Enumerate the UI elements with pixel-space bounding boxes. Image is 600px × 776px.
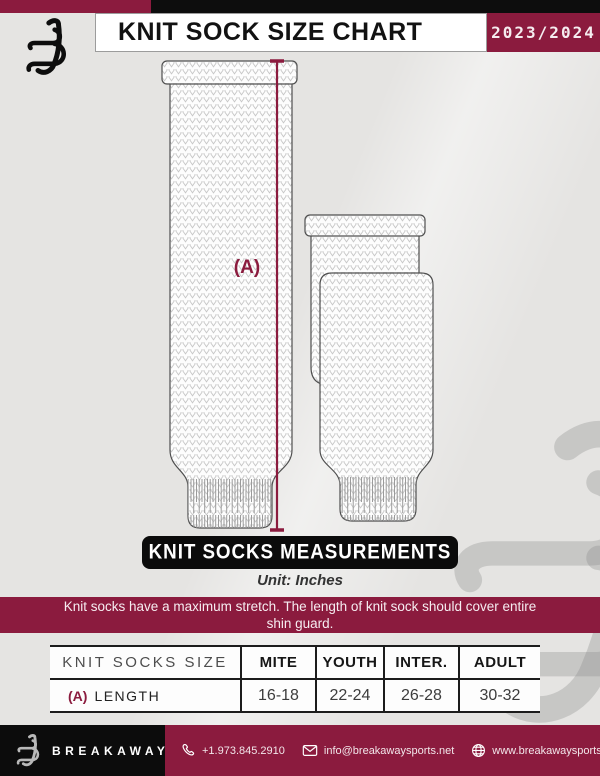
email-icon: [302, 745, 318, 756]
big-sock: [161, 60, 298, 529]
measurements-banner-text: KNIT SOCKS MEASUREMENTS: [148, 540, 452, 564]
footer: BREAKAWAY +1.973.845.2910 info@breakaway…: [0, 725, 600, 776]
email-link[interactable]: info@breakawaysports.net: [302, 744, 454, 757]
stretch-notice-text: Knit socks have a maximum stretch. The l…: [63, 599, 537, 631]
table-cell-value-inter: 26-28: [383, 680, 458, 711]
brand-name: BREAKAWAY: [52, 743, 170, 758]
table-cell-value-mite: 16-18: [240, 680, 315, 711]
globe-icon: [472, 744, 486, 757]
measurements-banner: KNIT SOCKS MEASUREMENTS: [142, 536, 458, 569]
column-header-inter: INTER.: [383, 647, 458, 680]
knit-sock-illustration: (A): [161, 59, 434, 532]
measurement-label-a: (A): [234, 257, 260, 278]
season-badge: 2023/2024: [487, 13, 600, 52]
phone-icon: [182, 743, 195, 756]
row-label-text: LENGTH: [94, 687, 161, 704]
size-table: KNIT SOCKS SIZE MITE YOUTH INTER. ADULT …: [50, 645, 540, 713]
top-accent-bar: [0, 0, 600, 13]
measurement-line-a: [270, 59, 284, 532]
column-header-youth: YOUTH: [315, 647, 383, 680]
row-key-a: (A): [68, 687, 88, 704]
page-title: KNIT SOCK SIZE CHART: [118, 18, 423, 46]
website-url: www.breakawaysports.net: [492, 744, 600, 757]
column-header-mite: MITE: [240, 647, 315, 680]
phone-link[interactable]: +1.973.845.2910: [181, 743, 285, 758]
column-header-size: KNIT SOCKS SIZE: [50, 647, 240, 680]
row-label-length: (A) LENGTH: [50, 680, 240, 711]
footer-contact-block: +1.973.845.2910 info@breakawaysports.net…: [165, 725, 600, 776]
phone-number: +1.973.845.2910: [202, 744, 285, 757]
top-accent-bar-red: [0, 0, 151, 13]
breakaway-b-logo-icon: [20, 18, 76, 78]
front-sock: [319, 272, 434, 522]
table-cell-value-youth: 22-24: [315, 680, 383, 711]
footer-brand-block: BREAKAWAY: [0, 725, 165, 776]
column-header-adult: ADULT: [458, 647, 540, 680]
title-strip: KNIT SOCK SIZE CHART: [95, 13, 487, 52]
unit-note: Unit: Inches: [257, 572, 343, 589]
footer-b-logo-icon: [14, 734, 44, 768]
table-cell-value-adult: 30-32: [458, 680, 540, 711]
website-link[interactable]: www.breakawaysports.net: [471, 743, 600, 758]
stretch-notice-banner: Knit socks have a maximum stretch. The l…: [0, 597, 600, 633]
email-address: info@breakawaysports.net: [323, 744, 455, 757]
